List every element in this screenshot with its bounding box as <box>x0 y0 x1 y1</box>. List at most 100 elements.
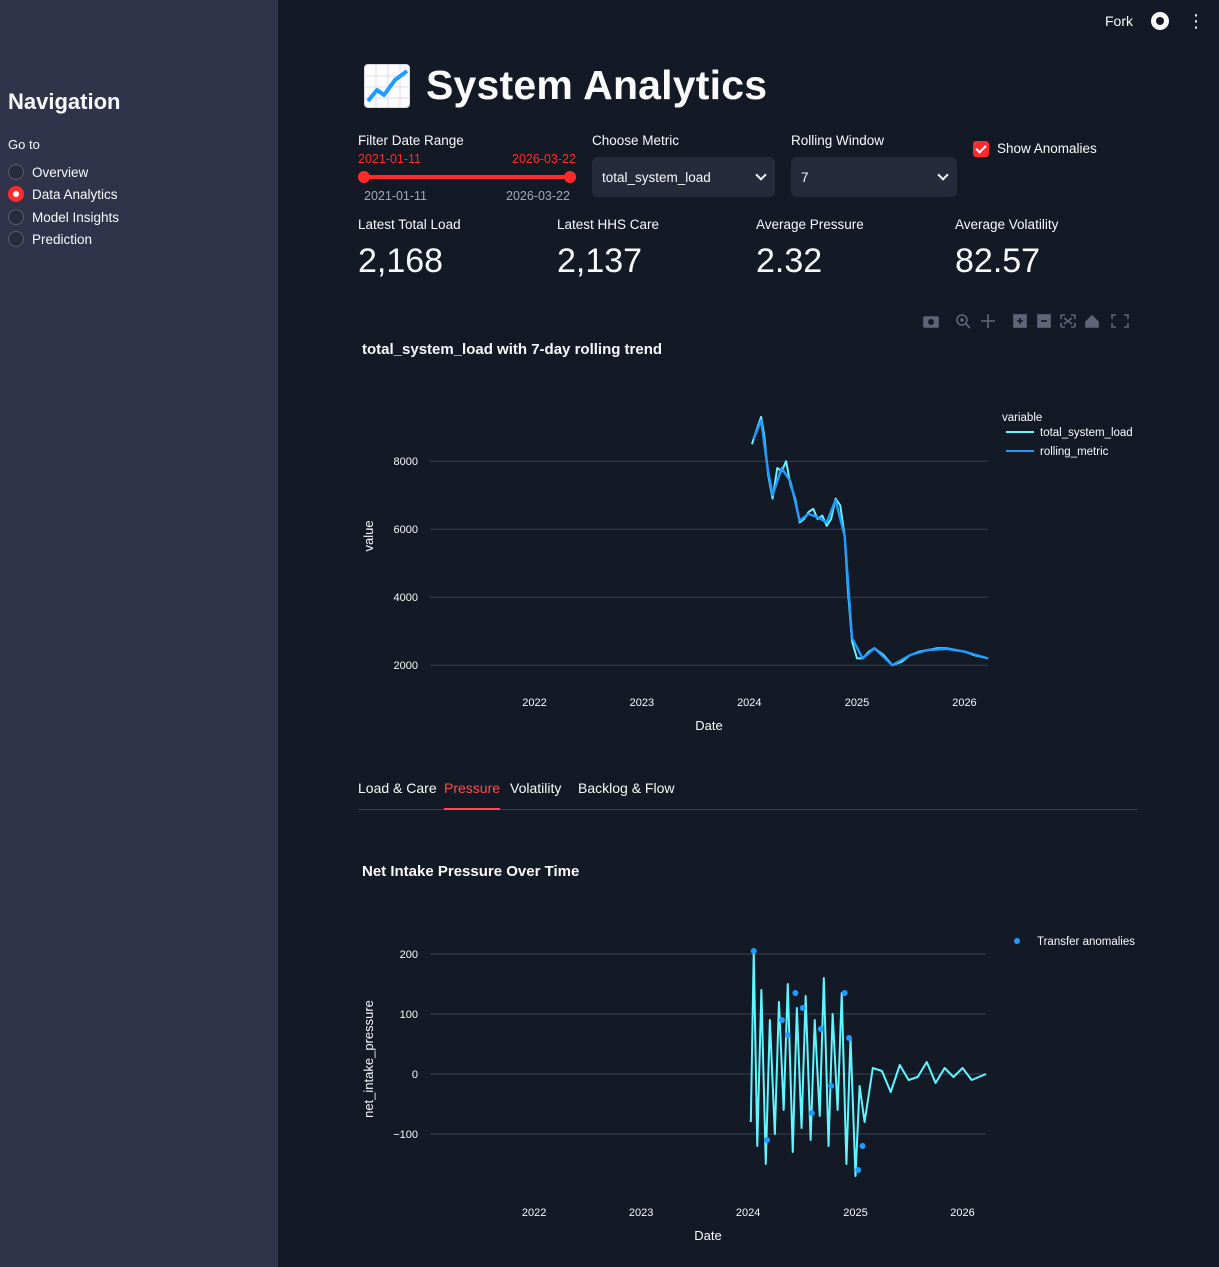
legend-swatch <box>1014 938 1020 944</box>
legend-item-total-system-load[interactable]: total_system_load <box>1040 427 1133 439</box>
y-tick-label: 100 <box>400 1009 418 1021</box>
anomaly-point[interactable] <box>817 1026 824 1032</box>
sidebar-item-label: Model Insights <box>32 209 120 225</box>
fullscreen-icon[interactable] <box>1111 314 1129 328</box>
y-tick-label: 4000 <box>394 592 418 604</box>
metric-value-hhs-care: 2,137 <box>557 242 643 280</box>
window-select[interactable]: 7 <box>791 157 957 197</box>
anomaly-point[interactable] <box>846 1035 853 1041</box>
x-tick-label: 2026 <box>950 1207 974 1219</box>
legend-item-rolling-metric[interactable]: rolling_metric <box>1040 446 1109 458</box>
anomaly-point[interactable] <box>750 948 757 954</box>
anomaly-point[interactable] <box>792 990 799 996</box>
goto-label: Go to <box>8 137 40 152</box>
y-axis-label: value <box>361 520 376 551</box>
zoom-icon[interactable] <box>956 314 971 329</box>
legend-item-transfer-anomalies[interactable]: Transfer anomalies <box>1037 936 1135 948</box>
page-title: System Analytics <box>426 62 768 108</box>
x-tick-label: 2026 <box>952 697 976 709</box>
x-axis-label: Date <box>695 718 722 733</box>
x-tick-label: 2023 <box>630 697 654 709</box>
metric-value-average-volatility: 82.57 <box>955 242 1041 280</box>
legend-title: variable <box>1002 412 1042 424</box>
metric-select-label: Choose Metric <box>592 133 680 148</box>
metric-select[interactable]: total_system_load <box>592 157 775 197</box>
anomaly-point[interactable] <box>784 1032 791 1038</box>
sidebar-item-label: Data Analytics <box>32 186 118 202</box>
tab-load-care[interactable]: Load & Care <box>358 780 437 796</box>
sidebar-item-prediction[interactable]: Prediction <box>8 229 92 249</box>
chart-modebar <box>923 314 1129 329</box>
tab-bar: Load & Care Pressure Volatility Backlog … <box>358 780 1138 810</box>
x-tick-label: 2024 <box>737 697 761 709</box>
pressure-chart[interactable]: −100 0 100 200 2022 2023 2024 2025 2026 Date net_i… <box>340 920 1160 1260</box>
x-tick-label: 2025 <box>845 697 869 709</box>
home-icon[interactable] <box>1085 314 1099 328</box>
sidebar-item-model-insights[interactable]: Model Insights <box>8 207 119 227</box>
radio-icon <box>8 231 24 247</box>
show-anomalies-checkbox[interactable] <box>973 141 989 157</box>
window-select-value: 7 <box>801 169 809 185</box>
x-axis-label: Date <box>694 1228 721 1243</box>
metric-label-average-pressure: Average Pressure <box>756 217 864 232</box>
y-tick-label: 6000 <box>394 524 418 536</box>
anomaly-point[interactable] <box>799 1005 806 1011</box>
y-tick-label: 0 <box>412 1069 418 1081</box>
metric-label-average-volatility: Average Volatility <box>955 217 1059 232</box>
zoom-in-icon[interactable] <box>1013 314 1027 328</box>
sidebar-item-label: Prediction <box>32 231 93 247</box>
chevron-down-icon <box>755 169 767 181</box>
metric-value-total-load: 2,168 <box>358 242 444 280</box>
date-range-min: 2021-01-11 <box>364 189 428 203</box>
metric-value-average-pressure: 2.32 <box>756 242 823 280</box>
sidebar: Navigation Go to Overview Data Analytics… <box>0 0 278 1267</box>
y-tick-label: 2000 <box>394 660 418 672</box>
series-line-total-system-load <box>751 416 989 667</box>
radio-icon <box>8 164 24 180</box>
y-tick-label: −100 <box>393 1129 418 1141</box>
metric-label-hhs-care: Latest HHS Care <box>557 217 660 232</box>
series-line-rolling-metric <box>752 419 989 667</box>
anomaly-point[interactable] <box>841 990 848 996</box>
anomaly-point[interactable] <box>808 1110 815 1116</box>
more-options-icon[interactable]: ⋮ <box>1187 11 1205 31</box>
page-header: System Analytics <box>364 62 767 109</box>
date-range-label: Filter Date Range <box>358 133 464 148</box>
sidebar-item-overview[interactable]: Overview <box>8 162 88 182</box>
date-range-end-value: 2026-03-22 <box>512 152 576 166</box>
x-tick-label: 2024 <box>736 1207 760 1219</box>
fork-button[interactable]: Fork <box>1105 13 1133 29</box>
anomaly-point[interactable] <box>828 1083 835 1089</box>
load-trend-chart[interactable]: 2000 4000 6000 8000 2022 2023 2024 2025 2026 Date… <box>340 380 1160 740</box>
tab-backlog-flow[interactable]: Backlog & Flow <box>578 780 675 796</box>
radio-icon <box>8 209 24 225</box>
y-tick-label: 200 <box>400 949 418 961</box>
sidebar-title: Navigation <box>8 89 121 114</box>
github-icon[interactable] <box>1151 12 1169 30</box>
chart-title-pressure: Net Intake Pressure Over Time <box>362 863 580 880</box>
tab-volatility[interactable]: Volatility <box>510 780 562 796</box>
chevron-down-icon <box>937 169 949 181</box>
radio-checked-icon <box>8 186 24 202</box>
zoom-out-icon[interactable] <box>1037 314 1051 328</box>
date-range-end-handle[interactable] <box>564 171 576 183</box>
metric-label-total-load: Latest Total Load <box>358 217 461 232</box>
date-range-start-value: 2021-01-11 <box>358 152 422 166</box>
series-line-net-intake-pressure <box>749 950 987 1177</box>
anomaly-point[interactable] <box>778 1017 785 1023</box>
anomaly-point[interactable] <box>855 1167 862 1173</box>
anomaly-point[interactable] <box>763 1137 770 1143</box>
pan-icon[interactable] <box>981 314 995 328</box>
date-range-start-handle[interactable] <box>358 171 370 183</box>
sidebar-item-data-analytics[interactable]: Data Analytics <box>8 184 118 204</box>
x-tick-label: 2023 <box>629 1207 653 1219</box>
date-range-track[interactable] <box>364 175 570 179</box>
chart-increasing-icon <box>364 63 410 108</box>
x-tick-label: 2022 <box>522 1207 546 1219</box>
tab-pressure[interactable]: Pressure <box>444 780 501 810</box>
camera-icon[interactable] <box>923 316 939 328</box>
autoscale-icon[interactable] <box>1060 314 1076 328</box>
show-anomalies-label: Show Anomalies <box>997 141 1097 156</box>
y-axis-label: net_intake_pressure <box>361 1000 376 1118</box>
anomaly-point[interactable] <box>859 1143 866 1149</box>
